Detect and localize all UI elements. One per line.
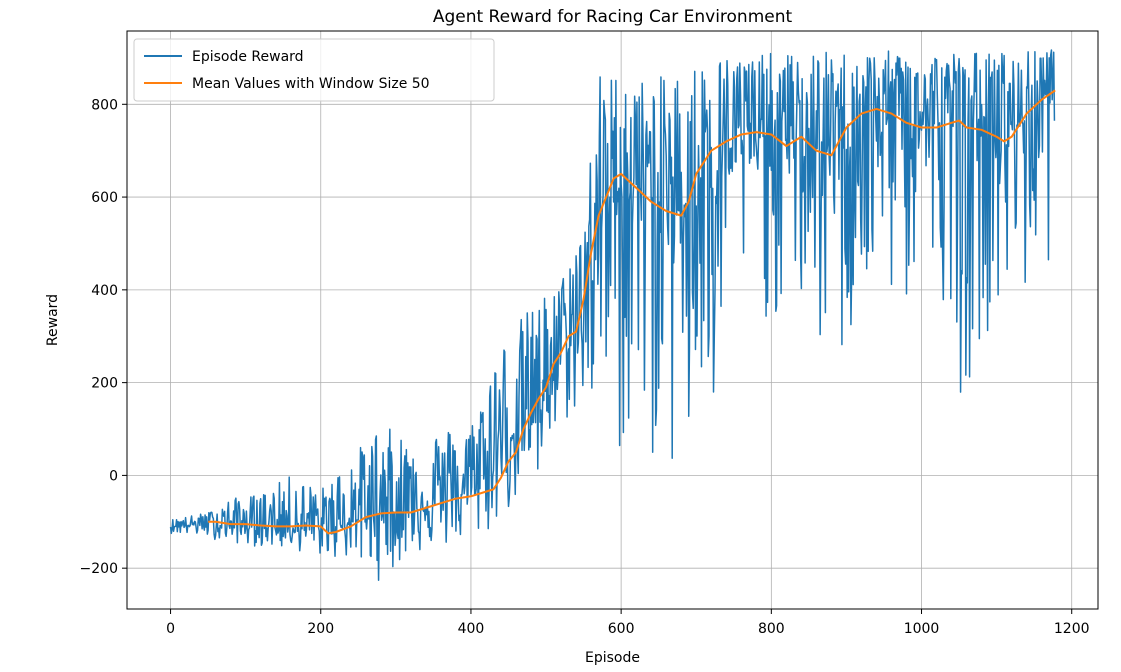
grid [127,31,1098,609]
legend-box [133,38,495,102]
legend: Episode Reward Mean Values with Window S… [133,38,495,102]
y-tick-label: 600 [91,190,118,206]
series-line-mean-values [208,89,1056,535]
y-tick-label: −200 [80,561,118,577]
series-layer [169,49,1056,581]
series-line-episode-reward [169,49,1056,581]
legend-label-mean-values: Mean Values with Window Size 50 [192,76,430,92]
y-tick-label: 0 [109,468,118,484]
y-tick-label: 200 [91,376,118,392]
ticks: 0 200 400 600 800 1000 1200 −200 0 200 400 600 800 [80,97,1090,637]
x-tick-label: 600 [608,621,635,637]
legend-label-episode-reward: Episode Reward [192,49,304,65]
plot-frame [126,30,1099,610]
y-tick-label: 400 [91,283,118,299]
x-axis-label: Episode [585,650,640,666]
x-tick-label: 400 [458,621,485,637]
x-tick-label: 1000 [904,621,940,637]
y-axis-label: Reward [45,294,61,346]
x-tick-label: 1200 [1054,621,1090,637]
chart-title: Agent Reward for Racing Car Environment [433,7,793,27]
x-tick-label: 200 [307,621,334,637]
x-tick-label: 800 [758,621,785,637]
x-tick-label: 0 [166,621,175,637]
y-tick-label: 800 [91,97,118,113]
